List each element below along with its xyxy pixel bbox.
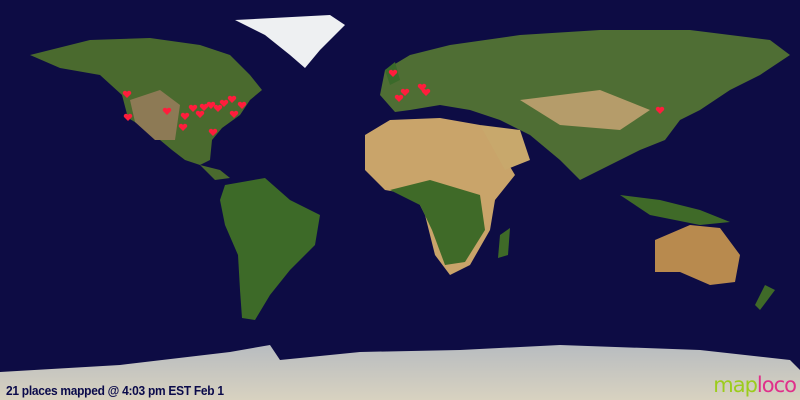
heart-icon[interactable]: [421, 88, 431, 96]
heart-icon[interactable]: [180, 112, 190, 120]
heart-icon[interactable]: [219, 99, 229, 107]
antarctica: [0, 345, 800, 400]
heart-icon[interactable]: [655, 106, 665, 114]
heart-icon[interactable]: [208, 128, 218, 136]
heart-icon[interactable]: [417, 83, 427, 91]
logo-part-map: map: [713, 373, 758, 397]
south-america: [220, 178, 320, 320]
heart-icon[interactable]: [162, 107, 172, 115]
heart-icon[interactable]: [195, 110, 205, 118]
heart-icon[interactable]: [388, 69, 398, 77]
places-mapped-caption: 21 places mapped @ 4:03 pm EST Feb 1: [6, 383, 224, 398]
central-america: [200, 165, 230, 180]
madagascar: [498, 228, 510, 258]
maploco-logo[interactable]: maploco: [713, 373, 797, 397]
heart-icon[interactable]: [400, 88, 410, 96]
heart-icon[interactable]: [122, 90, 132, 98]
heart-icon[interactable]: [206, 101, 216, 109]
heart-icon[interactable]: [123, 113, 133, 121]
asia-desert: [520, 90, 650, 130]
arabia: [480, 125, 530, 170]
heart-icon[interactable]: [229, 110, 239, 118]
heart-icon[interactable]: [178, 123, 188, 131]
heart-icon[interactable]: [227, 95, 237, 103]
heart-icon[interactable]: [394, 94, 404, 102]
heart-icon[interactable]: [188, 104, 198, 112]
heart-icon[interactable]: [213, 104, 223, 112]
heart-icon[interactable]: [199, 103, 209, 111]
na-desert: [130, 90, 180, 140]
new-zealand: [755, 285, 775, 310]
markers-layer: [122, 69, 665, 136]
australia: [655, 225, 740, 285]
heart-icon[interactable]: [237, 101, 247, 109]
logo-part-loco: loco: [756, 373, 797, 397]
africa-forest: [390, 180, 485, 265]
indonesia: [620, 195, 730, 225]
greenland: [235, 15, 345, 68]
